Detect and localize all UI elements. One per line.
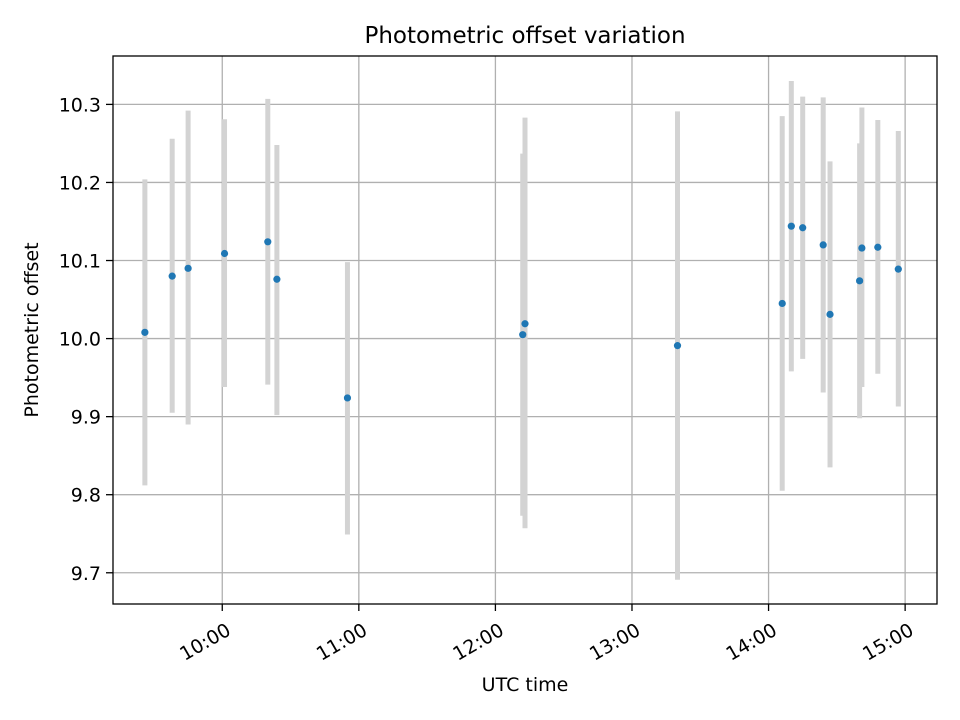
data-point	[778, 299, 786, 308]
y-tick-label: 9.9	[71, 407, 101, 429]
plot-frame	[112, 55, 938, 605]
y-tick-label: 9.7	[71, 563, 101, 585]
data-point	[220, 249, 229, 258]
data-point	[168, 272, 176, 280]
y-tick-label: 10.3	[59, 94, 101, 116]
y-tick-label: 10.0	[59, 329, 101, 351]
data-point	[343, 394, 352, 402]
data-point	[184, 264, 192, 272]
data-point	[141, 328, 149, 336]
data-point	[826, 310, 834, 318]
data-point	[264, 238, 272, 246]
data-point	[787, 222, 795, 230]
y-tick-label: 10.1	[59, 251, 101, 273]
data-point	[874, 243, 882, 251]
data-point	[858, 244, 866, 252]
y-axis-label: Photometric offset	[21, 242, 43, 417]
data-point	[273, 275, 281, 283]
data-point	[799, 224, 807, 232]
data-point	[521, 320, 529, 328]
x-axis-label: UTC time	[482, 674, 569, 696]
y-axis: 9.7 9.8 9.9 10.0 10.1 10.2 10.3	[59, 94, 113, 585]
data-point	[673, 342, 682, 350]
data-point	[894, 265, 902, 273]
data-point	[819, 241, 827, 249]
y-tick-label: 9.8	[71, 485, 101, 507]
data-point	[856, 277, 864, 285]
chart-title: Photometric offset variation	[364, 23, 685, 49]
data-points	[141, 222, 902, 402]
y-tick-label: 10.2	[59, 172, 101, 194]
data-point	[519, 331, 527, 339]
